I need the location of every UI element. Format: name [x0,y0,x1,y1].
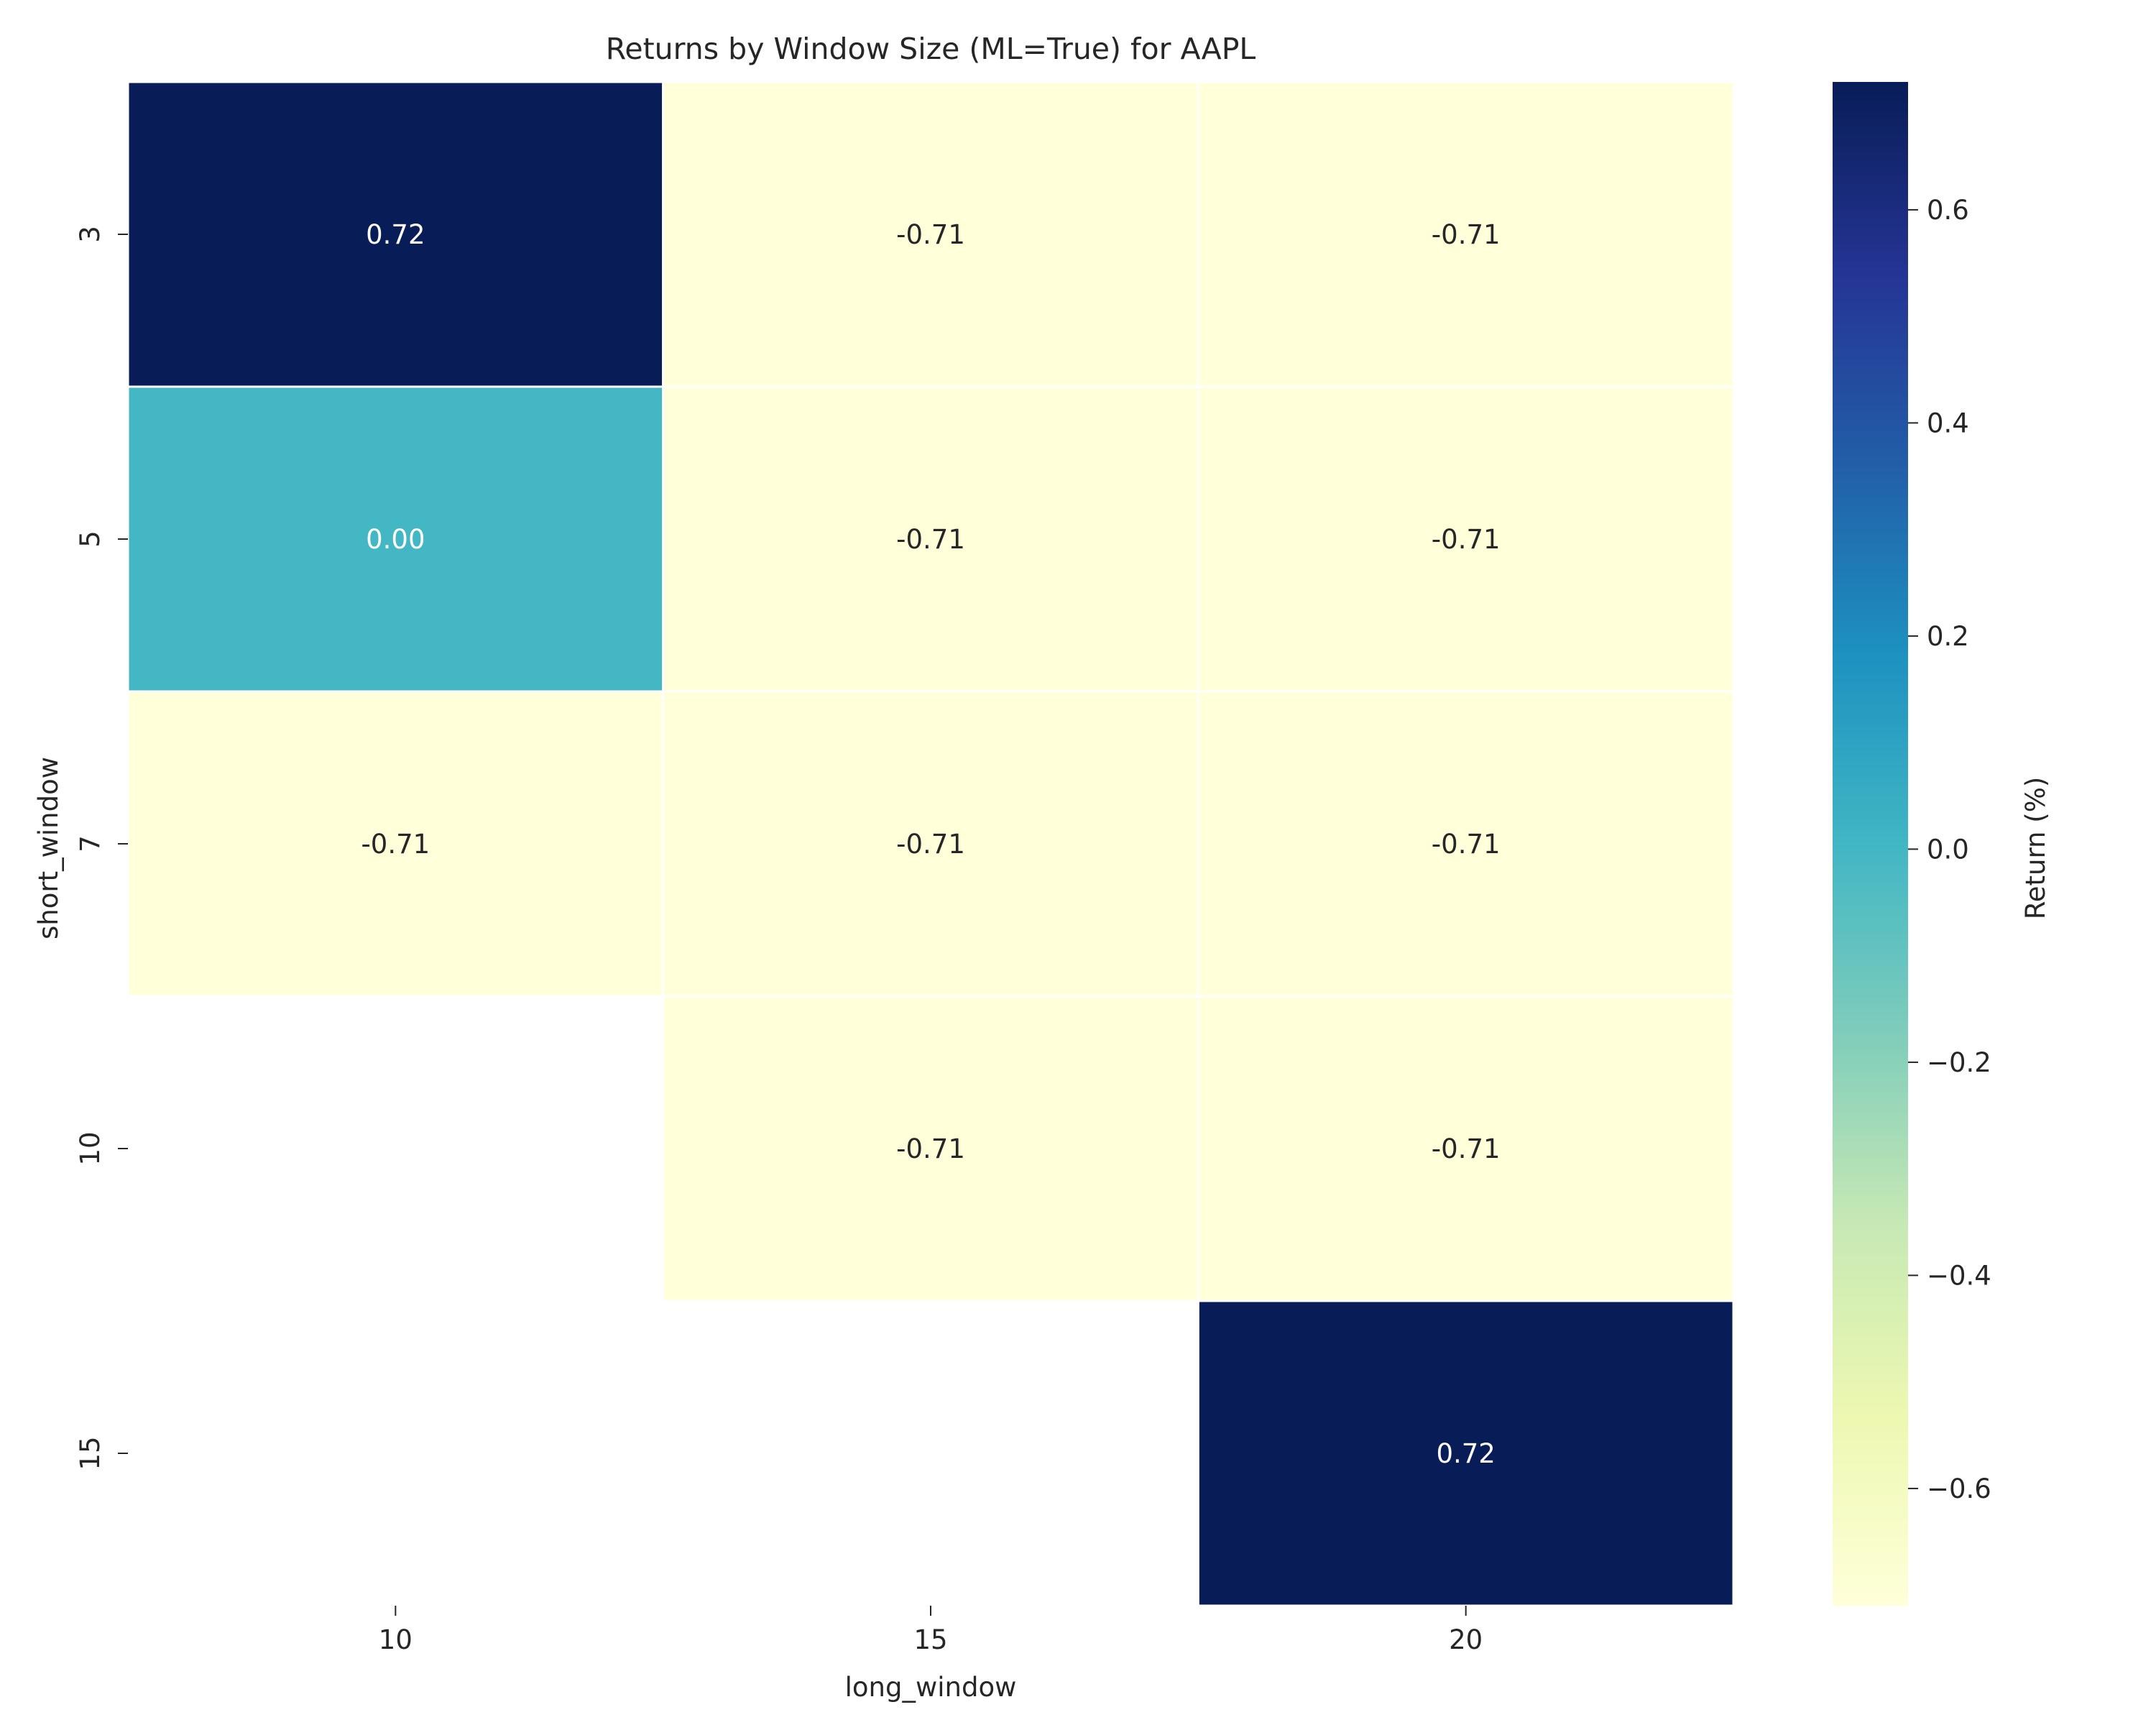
colorbar-label: Return (%) [2020,777,2051,920]
cell-value-label: -0.71 [1432,219,1501,250]
heatmap-cell [662,385,1199,693]
y-tick-label: 7 [75,835,106,852]
y-axis-label: short_window [33,757,64,939]
cell-value-label: 0.72 [366,219,425,250]
heatmap-cell [1197,80,1735,388]
heatmap-cell [1197,995,1735,1302]
heatmap-cell [1197,1300,1735,1607]
colorbar-tick-label: 0.4 [1927,408,1969,438]
heatmap-cell [126,690,665,998]
heatmap-cell [126,80,665,388]
heatmap-cell [662,690,1199,998]
heatmap-cell [1197,385,1735,693]
x-axis-ticks: 10 15 20 [379,1606,1483,1655]
heatmap-cell [662,80,1199,388]
cell-value-label: 0.72 [1436,1438,1495,1469]
y-tick-label: 10 [75,1131,106,1165]
colorbar-gradient [1833,82,1908,1606]
colorbar-tick-label: −0.2 [1927,1047,1991,1078]
x-tick-label: 10 [379,1624,413,1655]
cell-value-label: -0.71 [896,219,965,250]
heatmap-cell [662,995,1199,1302]
y-tick-label: 3 [75,226,106,243]
x-tick-label: 15 [913,1624,947,1655]
cell-value-label: -0.71 [1432,829,1501,860]
colorbar-tick-label: −0.6 [1927,1473,1991,1504]
chart-title: Returns by Window Size (ML=True) for AAP… [606,32,1256,66]
cell-value-label: 0.00 [366,524,425,555]
colorbar-tick-label: 0.2 [1927,621,1969,652]
cell-value-label: -0.71 [1432,524,1501,555]
colorbar-tick-label: −0.4 [1927,1260,1991,1291]
heatmap-cells: 0.72 -0.71 -0.71 0.00 -0.71 -0.71 -0.71 -0.71 -0… [126,80,1735,1607]
cell-value-label: -0.71 [896,524,965,555]
y-tick-label: 5 [75,530,106,548]
colorbar: 0.6 0.4 0.2 0.0 −0.2 −0.4 −0.6 [1833,82,1991,1606]
cell-value-label: -0.71 [361,829,430,860]
y-tick-label: 15 [75,1436,106,1470]
heatmap-cell [126,385,665,693]
x-tick-label: 20 [1449,1624,1483,1655]
y-axis-ticks: 3 5 7 10 15 [75,226,128,1471]
cell-value-label: -0.71 [896,1133,965,1164]
colorbar-tick-label: 0.0 [1927,834,1969,865]
cell-value-label: -0.71 [896,829,965,860]
cell-value-label: -0.71 [1432,1133,1501,1164]
colorbar-tick-label: 0.6 [1927,195,1969,226]
x-axis-label: long_window [845,1672,1017,1703]
